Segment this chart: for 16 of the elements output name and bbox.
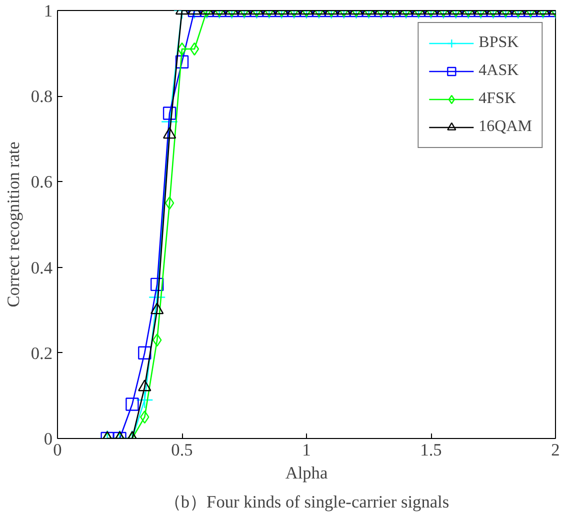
- x-tick-label: 1: [302, 440, 311, 460]
- legend-label: 4FSK: [478, 90, 516, 108]
- y-tick-label: 0.8: [30, 87, 53, 106]
- x-tick-label: 1.5: [420, 440, 442, 460]
- legend-label: 16QAM: [478, 118, 532, 136]
- y-tick-label: 0.2: [30, 344, 53, 363]
- y-axis-title: Correct recognition rate: [4, 141, 23, 308]
- y-tick-label: 1: [44, 2, 53, 20]
- x-axis-title: Alpha: [285, 464, 328, 482]
- legend-label: BPSK: [478, 34, 519, 52]
- x-tick-label: 2: [551, 440, 560, 460]
- y-tick-label: 0.4: [30, 258, 53, 278]
- x-tick-label: 0.5: [171, 440, 193, 460]
- legend-label: 4ASK: [478, 62, 519, 80]
- text: （b）Four kinds of single-carrier signals: [164, 492, 450, 512]
- y-tick-label: 0.6: [30, 172, 53, 192]
